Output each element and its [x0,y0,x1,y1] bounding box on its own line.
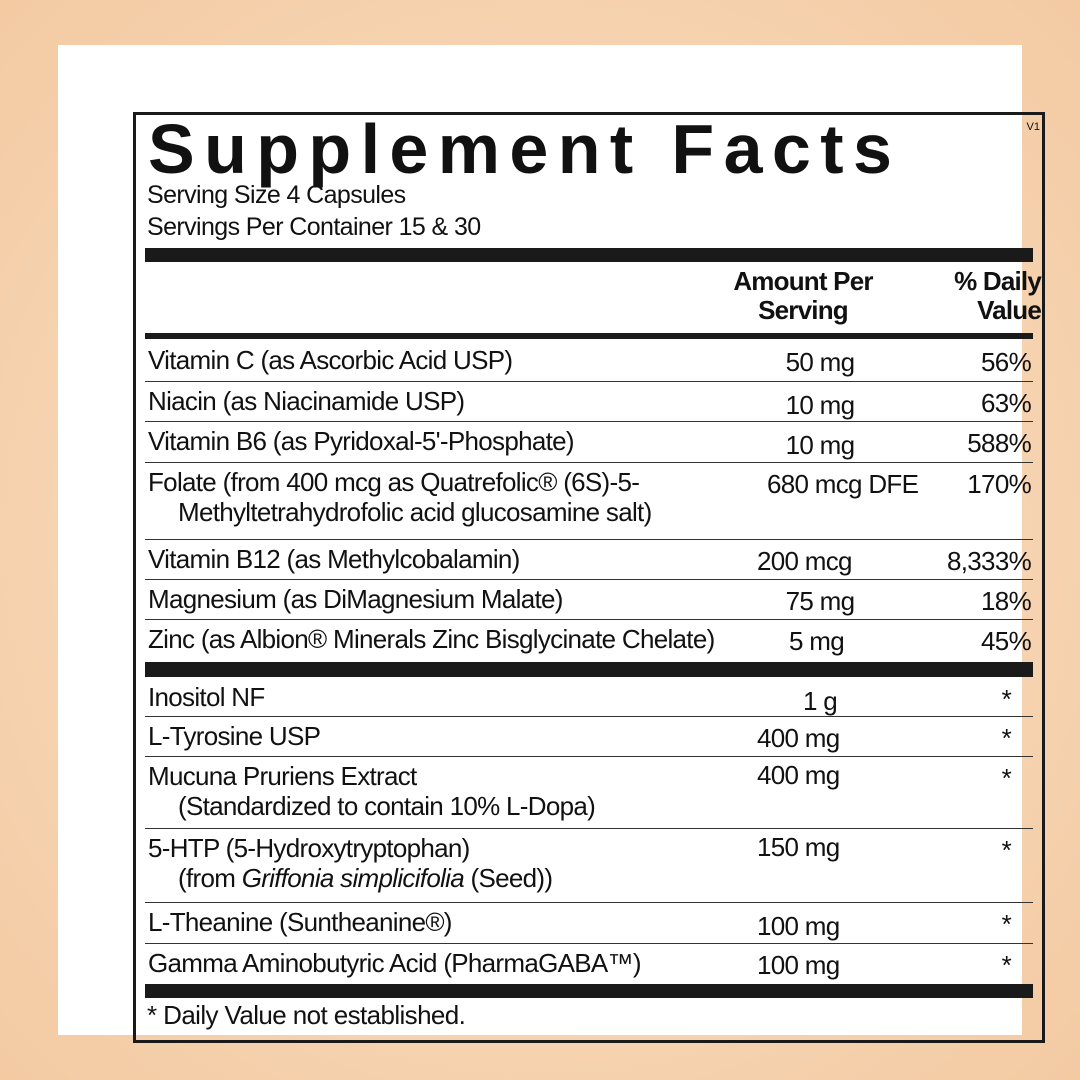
nutrient-dv: 45% [981,626,1032,656]
nutrient-dv: 588% [967,428,1031,458]
nutrient-name: Niacin (as Niacinamide USP) [148,386,465,416]
table-row: Niacin (as Niacinamide USP) 10 mg 63% [145,382,1033,422]
ingredient-dv: * [1001,835,1012,865]
ingredient-dv: * [1001,909,1012,939]
ingredient-name: Inositol NF [148,682,265,712]
ingredient-amount: 150 mg [757,832,840,862]
thick-divider [145,662,1033,677]
nutrient-amount: 75 mg [785,586,855,616]
dv-header: % Daily Value [921,266,1042,325]
ingredient-amount: 100 mg [757,911,840,941]
nutrient-name: Zinc (as Albion® Minerals Zinc Bisglycin… [148,624,715,654]
ingredient-dv: * [1001,723,1012,753]
nutrient-name: Folate (from 400 mcg as Quatrefolic® (6S… [148,467,652,527]
thick-divider [145,248,1033,262]
panel-title: Supplement Facts [148,110,902,188]
nutrient-amount: 200 mcg [757,546,853,576]
nutrient-dv: 18% [981,586,1032,616]
amount-header: Amount Per Serving [718,267,888,325]
nutrient-name: Vitamin B6 (as Pyridoxal-5'-Phosphate) [148,426,575,456]
table-row: L-Theanine (Suntheanine®) 100 mg * [145,903,1033,944]
ingredient-name: 5-HTP (5-Hydroxytryptophan) (from Griffon… [148,833,554,893]
ingredient-name: L-Theanine (Suntheanine®) [148,907,452,937]
source-prefix: (from [178,863,242,893]
table-row: Gamma Aminobutyric Acid (PharmaGABA™) 100… [145,944,1033,984]
table-row: Folate (from 400 mcg as Quatrefolic® (6S… [145,463,1033,540]
label-card: Supplement Facts V1 Serving Size 4 Capsu… [58,45,1045,1043]
ingredient-dv: * [1001,950,1012,980]
nutrient-amount: 10 mg [785,390,855,420]
nutrient-dv: 170% [967,469,1031,499]
amount-header-line2: Serving [758,295,849,325]
dv-header-line2: Value [977,295,1042,325]
table-row: 5-HTP (5-Hydroxytryptophan) (from Griffon… [145,829,1033,903]
table-row: Mucuna Pruriens Extract (Standardized to … [145,757,1033,829]
serving-size: Serving Size 4 Capsules [147,181,406,209]
ingredient-name-line1: 5-HTP (5-Hydroxytryptophan) [148,833,470,863]
thick-divider [145,984,1033,998]
ingredient-name-line1: Mucuna Pruriens Extract [148,761,417,791]
nutrient-name: Magnesium (as DiMagnesium Malate) [148,584,563,614]
ingredient-dv: * [1001,763,1012,793]
ingredient-amount: 1 g [802,686,838,716]
nutrient-name: Vitamin C (as Ascorbic Acid USP) [148,345,513,375]
nutrient-amount: 680 mcg DFE [767,469,919,499]
botanical-name: Griffonia simplicifolia [241,863,465,893]
table-row: Vitamin B12 (as Methylcobalamin) 200 mcg 8… [145,540,1033,580]
ingredient-name: L-Tyrosine USP [148,721,321,751]
ingredient-name: Gamma Aminobutyric Acid (PharmaGABA™) [148,948,642,978]
table-row: Magnesium (as DiMagnesium Malate) 75 mg 18… [145,580,1033,620]
nutrient-amount: 10 mg [785,430,855,460]
supplement-facts-panel: Supplement Facts V1 Serving Size 4 Capsu… [133,110,1045,1043]
ingredient-amount: 100 mg [757,950,840,980]
nutrient-name: Vitamin B12 (as Methylcobalamin) [148,544,520,574]
nutrient-dv: 63% [981,388,1032,418]
ingredient-name-line2: (Standardized to contain 10% L-Dopa) [178,791,596,821]
table-row: L-Tyrosine USP 400 mg * [145,717,1033,757]
ingredient-amount: 400 mg [757,760,840,790]
amount-header-line1: Amount Per [733,266,873,296]
table-row: Inositol NF 1 g * [145,678,1033,717]
table-row: Vitamin C (as Ascorbic Acid USP) 50 mg 56% [145,341,1033,382]
ingredient-amount: 400 mg [757,723,840,753]
table-row: Zinc (as Albion® Minerals Zinc Bisglycin… [145,620,1033,660]
table-row: Vitamin B6 (as Pyridoxal-5'-Phosphate) 10… [145,422,1033,463]
dv-header-line1: % Daily [954,266,1042,296]
ingredient-name-line2: (from Griffonia simplicifolia (Seed)) [148,863,554,893]
ingredient-name: Mucuna Pruriens Extract (Standardized to … [148,761,596,821]
version-mark: V1 [1026,121,1040,133]
nutrient-dv: 8,333% [947,546,1032,576]
servings-per-container: Servings Per Container 15 & 30 [147,213,481,241]
nutrient-dv: 56% [981,347,1032,377]
nutrient-name-line2: Methyltetrahydrofolic acid glucosamine s… [178,497,652,527]
ingredient-dv: * [1001,684,1012,714]
source-suffix: (Seed)) [464,863,554,893]
nutrient-amount: 50 mg [785,347,855,377]
footnote: * Daily Value not established. [147,1000,466,1030]
medium-divider [145,333,1033,339]
nutrient-name-line1: Folate (from 400 mcg as Quatrefolic® (6S… [148,467,640,497]
nutrient-amount: 5 mg [789,626,845,656]
